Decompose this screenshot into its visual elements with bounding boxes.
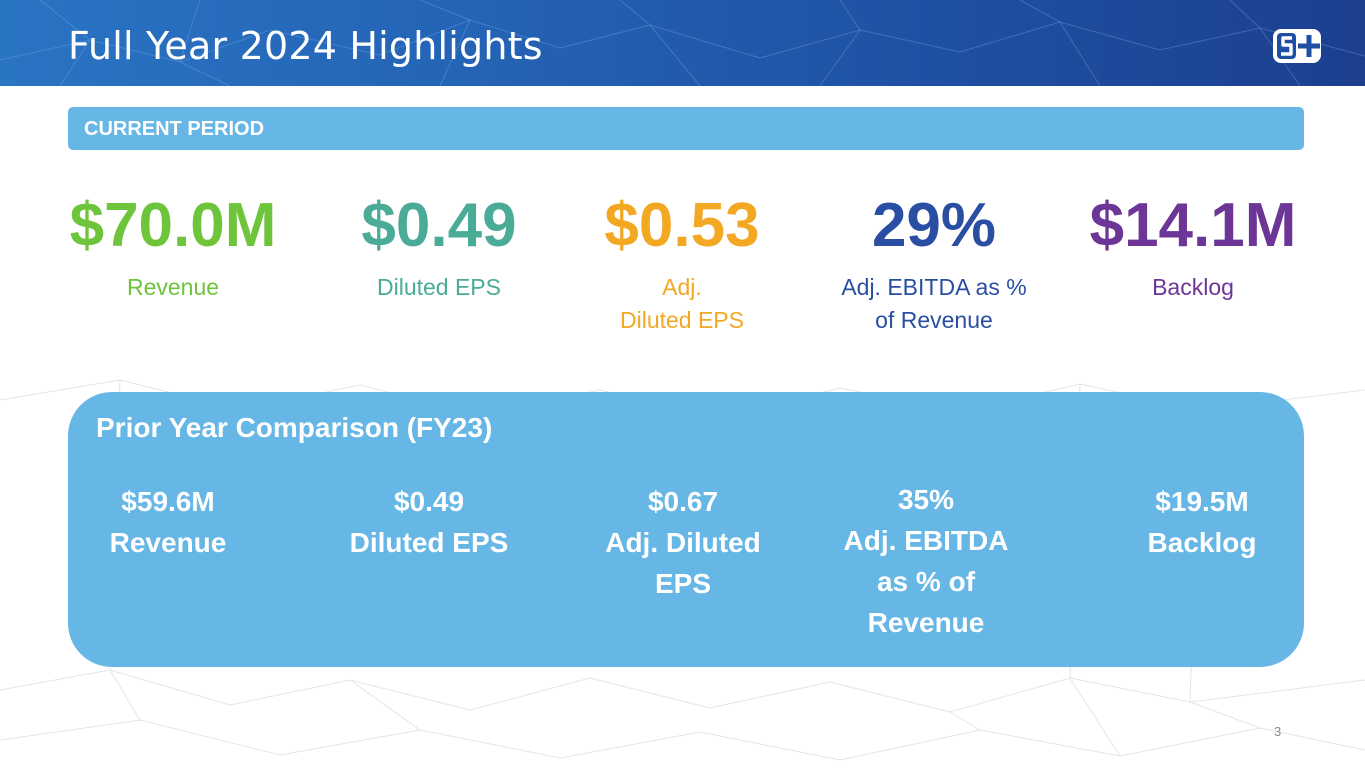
current-period-label: CURRENT PERIOD — [84, 118, 265, 140]
prior-diluted-eps: $0.49 Diluted EPS — [334, 481, 524, 563]
current-period-bar: CURRENT PERIOD — [68, 107, 1304, 150]
metric-label-line: Diluted EPS — [619, 307, 744, 333]
page-title: Full Year 2024 Highlights — [68, 24, 543, 68]
prior-line: as % of — [876, 566, 976, 597]
metric-label: Backlog — [1078, 271, 1308, 304]
prior-line: Revenue — [109, 527, 227, 558]
metric-adj-diluted-eps: $0.53 Adj. Diluted EPS — [582, 190, 782, 337]
header-network-pattern — [0, 0, 1365, 86]
metric-label-line: of Revenue — [875, 307, 993, 333]
metric-label: Adj. EBITDA as % of Revenue — [824, 271, 1044, 337]
metric-value: $0.49 — [361, 191, 517, 260]
metric-revenue: $70.0M Revenue — [68, 190, 278, 304]
prior-line: Revenue — [867, 607, 985, 638]
metric-diluted-eps: $0.49 Diluted EPS — [334, 190, 544, 304]
prior-year-panel: Prior Year Comparison (FY23) $59.6M Reve… — [68, 392, 1304, 667]
company-logo-icon — [1273, 29, 1321, 63]
prior-line: Backlog — [1147, 527, 1257, 558]
header-banner: Full Year 2024 Highlights — [0, 0, 1365, 86]
metric-label-line: Backlog — [1152, 274, 1234, 300]
metric-label: Revenue — [68, 271, 278, 304]
metric-label-line: Adj. — [662, 274, 702, 300]
prior-line: Diluted EPS — [349, 527, 509, 558]
metric-label-line: Revenue — [126, 274, 220, 300]
prior-line: $19.5M — [1155, 486, 1249, 517]
metric-value: $0.53 — [604, 191, 760, 260]
prior-line: EPS — [654, 568, 712, 599]
metric-label-line: Diluted EPS — [376, 274, 501, 300]
prior-backlog: $19.5M Backlog — [1112, 481, 1292, 563]
prior-line: Adj. EBITDA — [843, 525, 1009, 556]
metric-value: 29% — [871, 191, 997, 260]
metric-label-line: Adj. EBITDA as % — [841, 274, 1027, 300]
metric-label: Adj. Diluted EPS — [582, 271, 782, 337]
prior-line: $0.49 — [393, 486, 465, 517]
prior-line: $59.6M — [121, 486, 215, 517]
prior-adj-diluted-eps: $0.67 Adj. Diluted EPS — [588, 481, 778, 604]
metric-backlog: $14.1M Backlog — [1078, 190, 1308, 304]
prior-revenue: $59.6M Revenue — [78, 481, 258, 563]
prior-line: $0.67 — [647, 486, 719, 517]
metric-adj-ebitda-pct: 29% Adj. EBITDA as % of Revenue — [824, 190, 1044, 337]
metric-label: Diluted EPS — [334, 271, 544, 304]
prior-year-title: Prior Year Comparison (FY23) — [96, 412, 493, 443]
page-number: 3 — [1274, 724, 1282, 739]
prior-adj-ebitda-pct: 35% Adj. EBITDA as % of Revenue — [831, 479, 1021, 643]
metric-value: $14.1M — [1089, 191, 1297, 260]
prior-line: 35% — [897, 484, 955, 515]
metric-value: $70.0M — [69, 191, 277, 260]
prior-line: Adj. Diluted — [605, 527, 761, 558]
